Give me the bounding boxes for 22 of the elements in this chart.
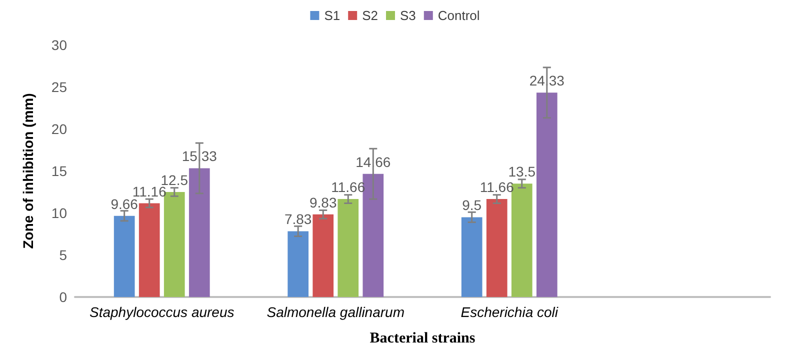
x-axis-title: Bacterial strains	[370, 330, 476, 346]
data-label: 12.5	[160, 172, 188, 188]
y-tick-label: 25	[51, 79, 68, 95]
data-label: 9.83	[309, 194, 337, 210]
legend-label: S2	[362, 8, 378, 23]
y-tick-label: 0	[59, 289, 68, 305]
legend-label: S1	[324, 8, 340, 23]
y-axis-title: Zone of inhibition (mm)	[20, 93, 36, 249]
x-tick-label: Salmonella gallinarum	[266, 304, 405, 320]
y-tick-label: 5	[59, 247, 68, 263]
legend-label: S3	[400, 8, 416, 23]
y-tick-label: 15	[51, 163, 68, 179]
y-tick-label: 10	[51, 205, 68, 221]
data-label: 9.66	[110, 196, 138, 212]
x-tick-label: Escherichia coli	[460, 304, 559, 320]
y-tick-label: 30	[51, 37, 68, 53]
data-label: 13.5	[508, 164, 536, 180]
data-label: 7.83	[284, 211, 312, 228]
x-tick-label: Staphylococcus aureus	[89, 304, 234, 320]
y-tick-label: 20	[51, 121, 68, 137]
legend-label: Control	[438, 8, 480, 23]
data-label: 9.5	[462, 197, 482, 214]
